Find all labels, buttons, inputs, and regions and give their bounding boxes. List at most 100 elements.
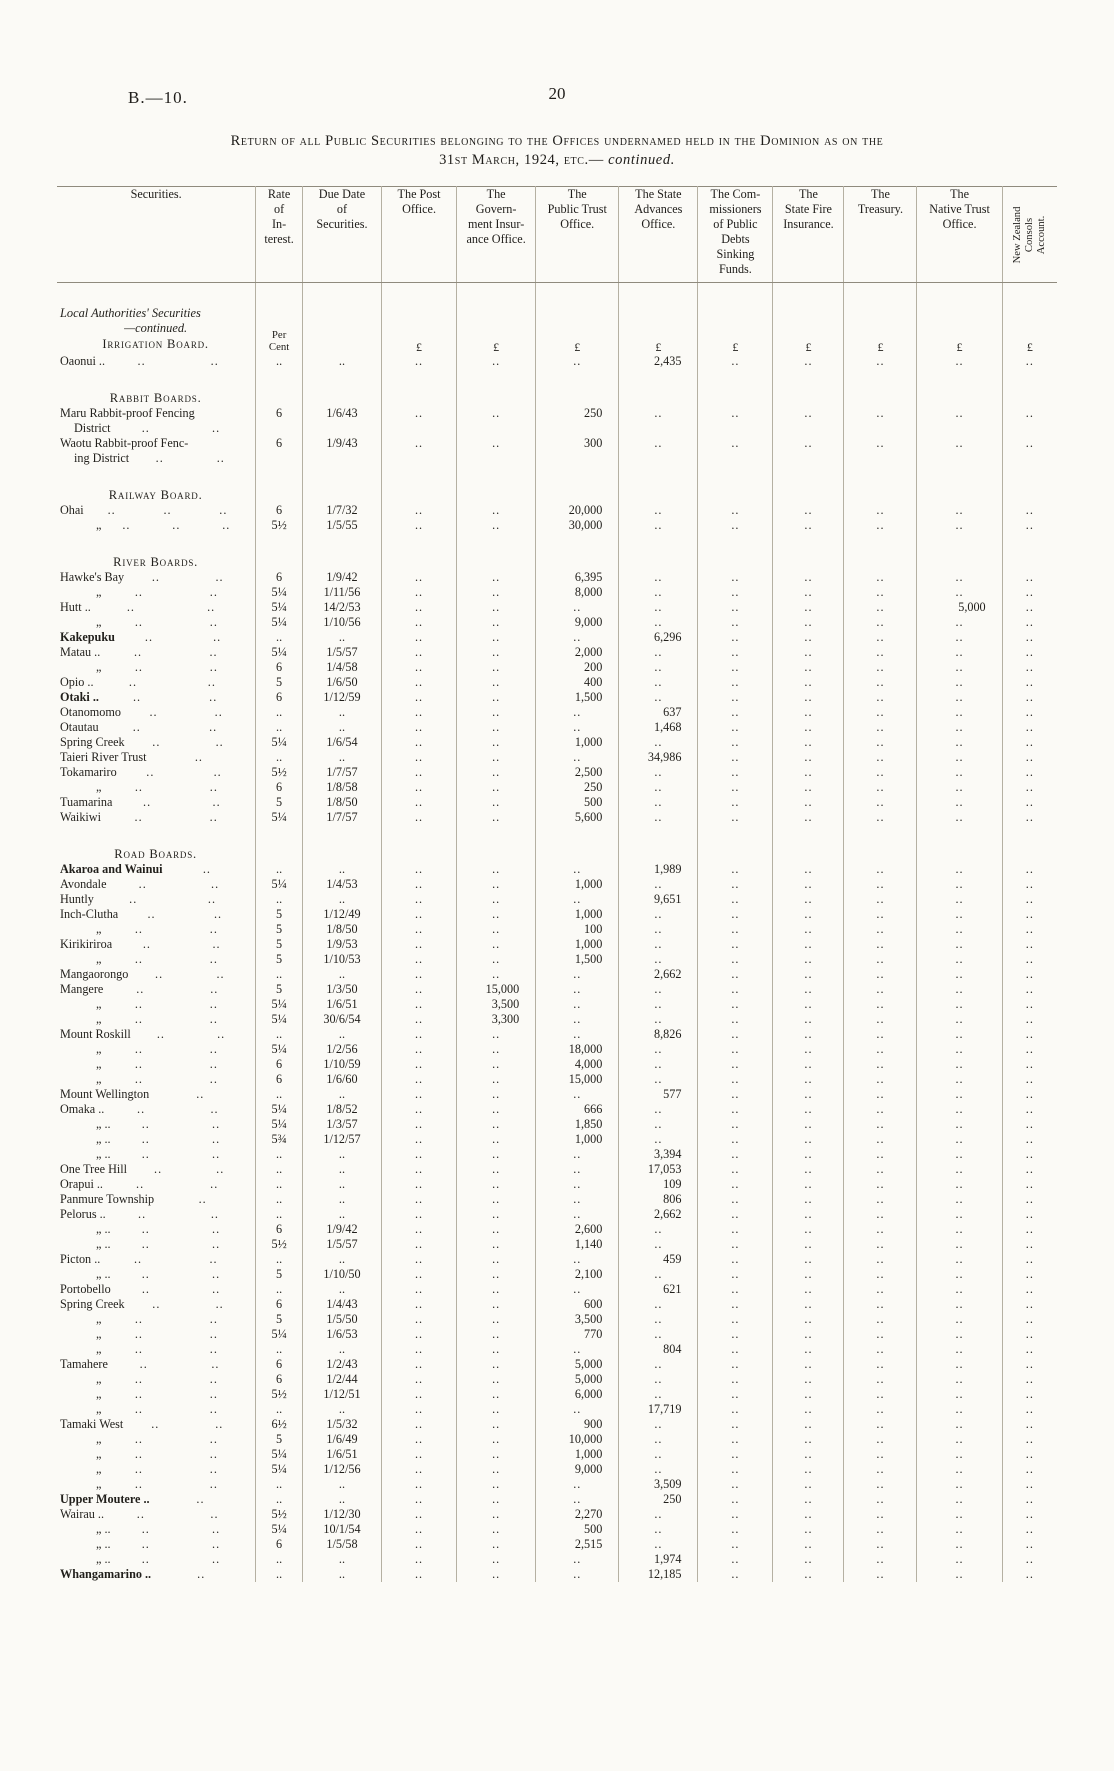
col-header-rate: Rate of In- terest. — [255, 186, 303, 283]
cell-public_trust: 200 — [535, 660, 619, 675]
cell-state_advances — [618, 825, 698, 862]
cell-post_office: .. — [381, 967, 457, 982]
cell-rate: .. — [255, 967, 303, 982]
leader-dots: .. — [210, 1207, 219, 1221]
cell-commissioners_sinking: .. — [697, 862, 773, 877]
cell-rate: .. — [255, 1282, 303, 1297]
cell-state_fire: .. — [772, 1462, 844, 1477]
cell-rate: 5¼ — [255, 1042, 303, 1057]
cell-state_fire: .. — [772, 1042, 844, 1057]
cell-post_office: .. — [381, 1237, 457, 1252]
cell-securities: Orapui ...... — [57, 1177, 256, 1192]
cell-state_fire: .. — [772, 1207, 844, 1222]
cell-public_trust: 1,000 — [535, 877, 619, 892]
col-header-securities: Securities. — [57, 186, 256, 283]
leader-dots: .. — [154, 1162, 163, 1176]
cell-commissioners_sinking: .. — [697, 810, 773, 825]
cell-post_office — [381, 825, 457, 862]
cell-native_trust: .. — [916, 877, 1003, 892]
cell-state_fire: .. — [772, 1357, 844, 1372]
leader-dots: .. — [209, 1402, 218, 1416]
leader-dots: .. — [139, 1357, 148, 1371]
cell-nz_consols: .. — [1001, 1147, 1057, 1162]
cell-state_advances: 109 — [618, 1177, 698, 1192]
cell-rate: 5¼ — [255, 735, 303, 750]
cell-post_office: .. — [381, 1147, 457, 1162]
leader-dots: .. — [134, 585, 143, 599]
leader-dots: .. — [214, 705, 223, 719]
cell-treasury: .. — [843, 1252, 917, 1267]
cell-nz_consols: .. — [1001, 862, 1057, 877]
leader-dots: .. — [196, 1492, 205, 1506]
table-row: Tamaki West.... 6½ 1/5/32.... 900..........… — [57, 1417, 1057, 1432]
cell-due_date: 10/1/54 — [301, 1522, 382, 1537]
leader-dots: .. — [212, 1552, 221, 1566]
cell-securities: Huntly.... — [57, 892, 256, 907]
cell-public_trust: .. — [535, 1177, 619, 1192]
cell-public_trust: 500 — [535, 795, 619, 810]
cell-post_office: .. — [381, 1162, 457, 1177]
cell-nz_consols: .. — [1001, 660, 1057, 675]
leader-dots: .. — [222, 518, 231, 532]
table-header: Securities. Rate of In- terest. Due Date o… — [57, 186, 1057, 283]
leader-dots: .. — [142, 937, 151, 951]
cell-treasury: .. — [843, 1132, 917, 1147]
leader-dots: .. — [209, 922, 218, 936]
cell-state_fire: .. — [772, 660, 844, 675]
section-heading: Railway Board. — [108, 488, 203, 502]
leader-dots: .. — [137, 1102, 146, 1116]
cell-public_trust: .. — [535, 1567, 619, 1582]
cell-nz_consols: .. — [1001, 765, 1057, 780]
cell-securities: Inch-Clutha.... — [57, 907, 256, 922]
table-row: Avondale.... 5¼ 1/4/53.... 1,000...........… — [57, 877, 1057, 892]
cell-commissioners_sinking: .. — [697, 1057, 773, 1072]
cell-native_trust: .. — [916, 1387, 1003, 1402]
cell-post_office: .. — [381, 1537, 457, 1552]
cell-state_fire: .. — [772, 406, 844, 436]
cell-treasury: .. — [843, 1372, 917, 1387]
cell-govt_insurance: .. — [456, 570, 536, 585]
leader-dots: .. — [215, 570, 224, 584]
cell-native_trust: .. — [916, 1147, 1003, 1162]
cell-rate — [255, 533, 303, 570]
cell-due_date: 1/3/50 — [301, 982, 382, 997]
table-row: Tamahere.... 6 1/2/43.... 5,000............ — [57, 1357, 1057, 1372]
cell-public_trust: .. — [535, 1087, 619, 1102]
cell-treasury: .. — [843, 1177, 917, 1192]
leader-dots: .. — [151, 1417, 160, 1431]
cell-nz_consols: .. — [1001, 750, 1057, 765]
cell-post_office: .. — [381, 1012, 457, 1027]
cell-treasury: .. — [843, 997, 917, 1012]
cell-nz_consols: .. — [1001, 952, 1057, 967]
cell-due_date: 1/11/56 — [301, 585, 382, 600]
cell-native_trust: .. — [916, 518, 1003, 533]
securities-table: Securities. Rate of In- terest. Due Date o… — [57, 186, 1057, 1582]
cell-securities: Mount Wellington.. — [57, 1087, 256, 1102]
cell-treasury: .. — [843, 1312, 917, 1327]
header-row: Securities. Rate of In- terest. Due Date o… — [57, 186, 1057, 283]
cell-securities: Spring Creek.... — [57, 1297, 256, 1312]
table-row: „ ...... 6 1/5/58.... 2,515............ — [57, 1537, 1057, 1552]
cell-post_office: .. — [381, 922, 457, 937]
cell-commissioners_sinking: .. — [697, 1192, 773, 1207]
cell-due_date: 1/3/57 — [301, 1117, 382, 1132]
table-row: Mount Roskill.............. 8,826........… — [57, 1027, 1057, 1042]
cell-treasury: .. — [843, 645, 917, 660]
cell-nz_consols: .. — [1001, 615, 1057, 630]
cell-govt_insurance: .. — [456, 1357, 536, 1372]
cell-due_date: 1/12/51 — [301, 1387, 382, 1402]
table-row: „.... 5 1/8/50.... 100............ — [57, 922, 1057, 937]
security-name: „ — [96, 1402, 102, 1416]
cell-rate: 5¾ — [255, 1132, 303, 1147]
leader-dots: .. — [212, 421, 221, 435]
cell-commissioners_sinking: .. — [697, 645, 773, 660]
leader-dots: .. — [136, 1507, 145, 1521]
cell-state_advances — [618, 466, 698, 503]
leader-dots: .. — [209, 1252, 218, 1266]
cell-state_fire: .. — [772, 810, 844, 825]
cell-nz_consols: .. — [1001, 570, 1057, 585]
cell-post_office: .. — [381, 585, 457, 600]
cell-post_office: .. — [381, 1342, 457, 1357]
security-name: „ .. — [96, 1117, 111, 1131]
cell-due_date — [301, 466, 382, 503]
